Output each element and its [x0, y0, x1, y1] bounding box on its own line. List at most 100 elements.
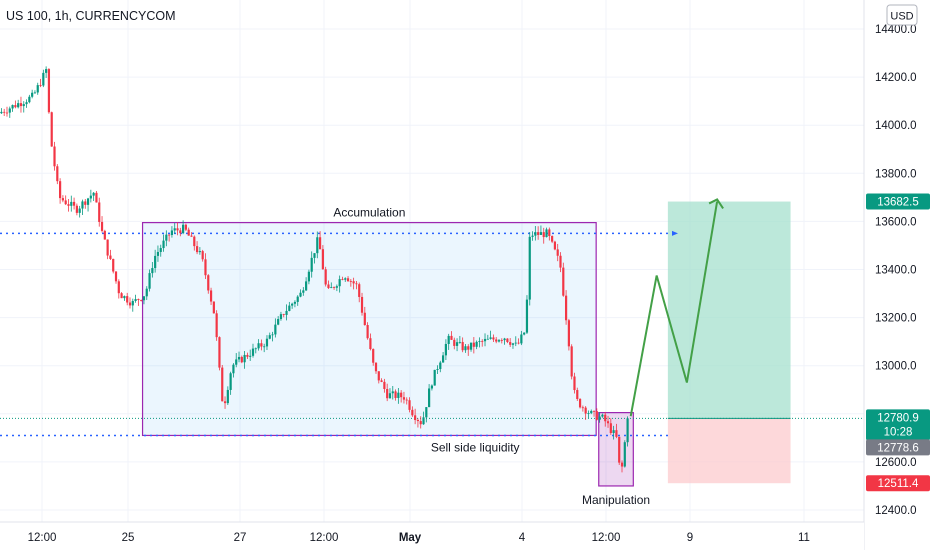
- candle: [469, 342, 473, 352]
- candle: [260, 339, 263, 351]
- price-tag[interactable]: 12511.4: [866, 475, 930, 492]
- candle-body: [232, 364, 235, 374]
- candle: [609, 418, 612, 435]
- candle-body: [377, 371, 380, 381]
- price-axis[interactable]: [864, 0, 932, 550]
- candle-body: [562, 267, 565, 296]
- annotation-labels: Accumulation Manipulation Sell side liquid…: [333, 206, 650, 507]
- candle: [626, 416, 629, 447]
- candle: [539, 225, 543, 235]
- candle-body: [22, 104, 25, 107]
- candle-body: [307, 271, 311, 282]
- candle: [154, 249, 157, 273]
- candle: [335, 284, 338, 292]
- candle: [109, 249, 112, 260]
- candle: [165, 230, 168, 247]
- price-tag[interactable]: 13682.5: [866, 193, 930, 210]
- candle: [176, 222, 179, 236]
- candle-body: [360, 296, 364, 313]
- candle-body: [86, 198, 90, 205]
- candle: [173, 223, 176, 234]
- candle-body: [59, 181, 62, 199]
- candle: [534, 226, 537, 241]
- candle: [39, 78, 42, 88]
- candle: [338, 275, 341, 293]
- candle: [53, 141, 56, 171]
- candle: [305, 277, 308, 292]
- candle-body: [265, 338, 269, 347]
- candle-body: [559, 255, 562, 268]
- candle: [159, 244, 162, 257]
- candle-body: [467, 346, 470, 350]
- candle: [271, 331, 274, 342]
- candle-body: [341, 279, 344, 280]
- candle: [369, 333, 372, 351]
- candle: [120, 292, 123, 299]
- candle-body: [296, 296, 299, 302]
- candle-body: [156, 251, 160, 256]
- candle-body: [495, 339, 498, 342]
- candle-body: [173, 228, 176, 231]
- candle: [612, 425, 615, 440]
- candle: [400, 390, 403, 403]
- candle-body: [464, 346, 467, 351]
- candle: [581, 405, 584, 412]
- candle: [500, 338, 503, 344]
- position-zones: [667, 201, 791, 484]
- candle: [95, 191, 98, 203]
- candle-body: [184, 224, 188, 230]
- candle: [419, 416, 422, 429]
- candle-body: [542, 232, 545, 238]
- candle-body: [126, 296, 129, 303]
- time-axis[interactable]: [0, 522, 864, 550]
- candle-body: [372, 349, 375, 363]
- candle: [321, 245, 324, 270]
- y-tick-label: 12400.0: [875, 505, 917, 517]
- candle-body: [3, 111, 6, 113]
- candle-body: [414, 415, 417, 420]
- candle: [559, 252, 562, 273]
- candle: [179, 227, 182, 237]
- candle-body: [626, 418, 629, 443]
- candle-body: [525, 299, 529, 333]
- candle-body: [531, 235, 534, 237]
- candle-body: [47, 69, 51, 113]
- candle-body: [84, 201, 87, 205]
- candle-body: [388, 393, 392, 399]
- candle-body: [458, 341, 461, 343]
- candle-body: [75, 205, 78, 213]
- candle: [237, 351, 241, 363]
- price-axis-ticks: 12400.012600.012800.013000.013200.013400…: [875, 24, 917, 517]
- candle-body: [154, 255, 157, 269]
- candle-body: [606, 421, 610, 424]
- candle-body: [609, 423, 612, 434]
- candle: [598, 412, 601, 423]
- candle-body: [436, 369, 439, 370]
- candle-body: [316, 237, 319, 254]
- candle-body: [330, 287, 333, 289]
- price-tag[interactable]: 12780.9 10:28: [866, 409, 930, 441]
- candle-body: [8, 108, 11, 113]
- candle: [439, 360, 442, 373]
- candle: [520, 330, 523, 346]
- candle-body: [509, 342, 512, 345]
- candle-body: [349, 281, 352, 282]
- candle: [584, 406, 587, 420]
- candle: [620, 460, 624, 473]
- candle: [503, 337, 506, 345]
- candle: [461, 337, 464, 353]
- y-tick-label: 13000.0: [875, 361, 917, 373]
- candle: [72, 197, 76, 210]
- price-tag[interactable]: 12778.6: [866, 439, 930, 456]
- candle-body: [50, 112, 53, 147]
- candle: [506, 338, 509, 344]
- candle-body: [277, 319, 280, 325]
- candle: [240, 355, 243, 364]
- currency-button[interactable]: USD: [886, 4, 918, 26]
- candle: [137, 298, 140, 306]
- candle-body: [486, 338, 489, 340]
- candle-body: [98, 202, 101, 222]
- candle: [126, 292, 129, 306]
- candle: [556, 243, 559, 262]
- x-tick-label: 4: [519, 532, 526, 544]
